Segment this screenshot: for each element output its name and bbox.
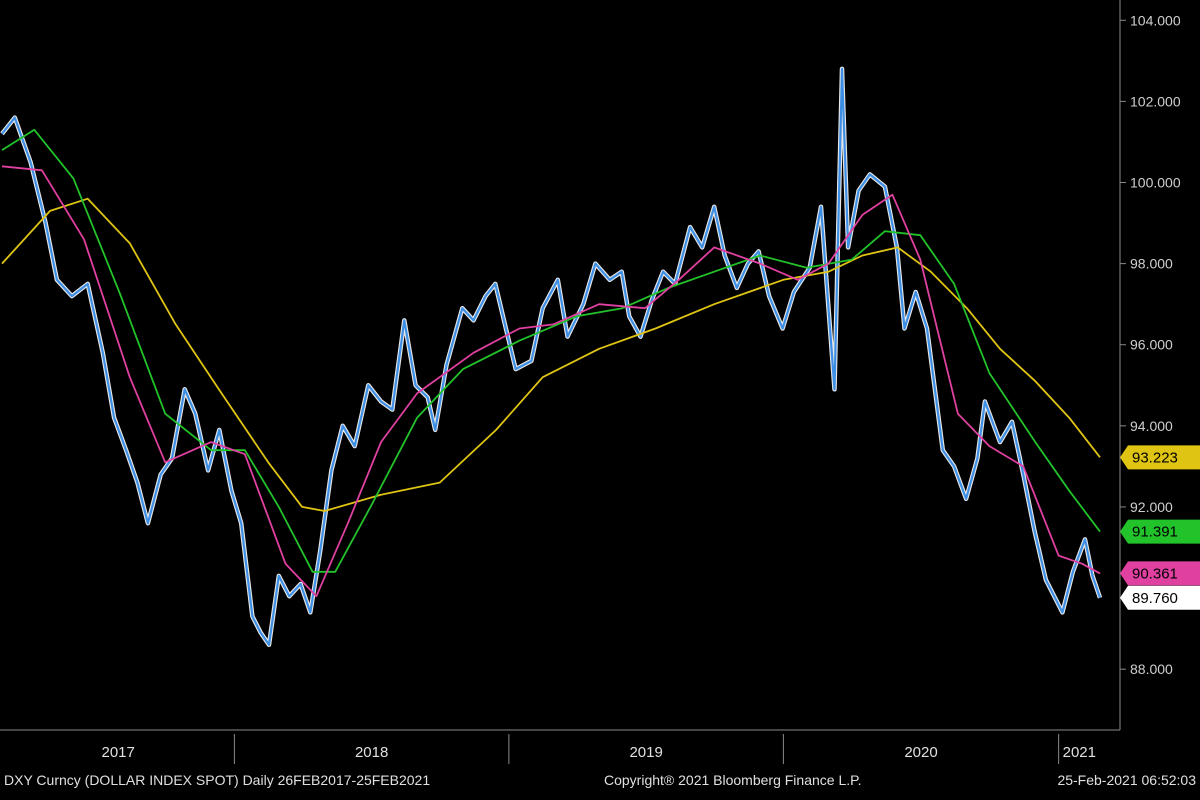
footer-copyright: Copyright® 2021 Bloomberg Finance L.P.: [604, 772, 862, 788]
y-tick-label: 92.000: [1130, 499, 1173, 515]
y-tick-label: 96.000: [1130, 337, 1173, 353]
y-tick-label: 94.000: [1130, 418, 1173, 434]
x-period-label: 2017: [102, 744, 135, 761]
last-price-tag: 89.760: [1120, 585, 1200, 610]
y-tick-label: 104.000: [1130, 12, 1181, 28]
moving-average-line: [1, 128, 1101, 573]
x-axis: 2017 2018 2019 2020 2021: [0, 729, 1120, 764]
y-tick-label: 100.000: [1130, 175, 1181, 191]
x-period-label: 2021: [1063, 744, 1096, 761]
x-period-label: 2020: [904, 744, 937, 761]
yellow-ma-tag: 93.223: [1120, 445, 1200, 470]
green-ma-tag: 91.391: [1120, 519, 1200, 544]
price-series-line: [1, 67, 1102, 646]
footer-timestamp: 25-Feb-2021 06:52:03: [1057, 772, 1196, 788]
plot-area: [0, 66, 1103, 648]
magenta-ma-tag-text: 90.361: [1132, 565, 1178, 582]
green-ma-tag-box: [1120, 519, 1200, 544]
y-tick-label: 102.000: [1130, 93, 1181, 109]
green-ma-tag-text: 91.391: [1132, 524, 1178, 541]
x-period-label: 2018: [355, 744, 388, 761]
value-tags: 93.223 91.391 90.361 89.760: [1120, 445, 1200, 610]
last-price-tag-text: 89.760: [1132, 590, 1178, 607]
y-axis: 104.000 102.000 100.000 98.000 96.000 94.000 9…: [1119, 0, 1181, 730]
y-tick-label: 98.000: [1130, 256, 1173, 272]
magenta-ma-tag-box: [1120, 561, 1200, 586]
moving-average-line: [1, 165, 1101, 598]
x-period-label: 2019: [629, 744, 662, 761]
footer-ticker-description: DXY Curncy (DOLLAR INDEX SPOT) Daily 26F…: [4, 772, 431, 788]
magenta-ma-tag: 90.361: [1120, 561, 1200, 586]
last-price-tag-box: [1120, 585, 1200, 610]
y-tick-label: 88.000: [1130, 661, 1173, 677]
yellow-ma-tag-text: 93.223: [1132, 449, 1178, 466]
price-series-highlight: [0, 66, 1103, 648]
yellow-ma-tag-box: [1120, 445, 1200, 470]
